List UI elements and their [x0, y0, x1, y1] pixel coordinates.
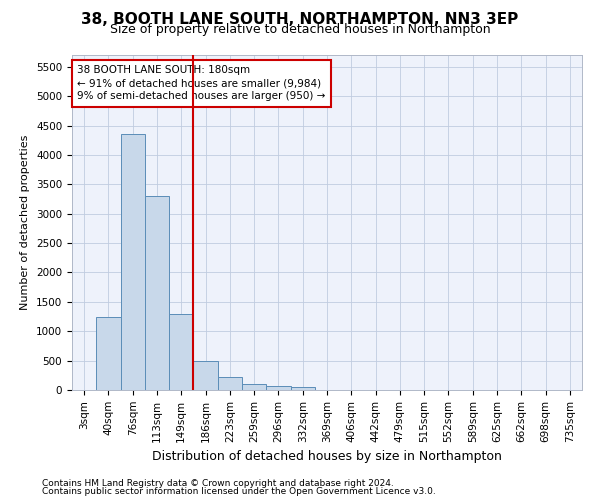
Text: 38, BOOTH LANE SOUTH, NORTHAMPTON, NN3 3EP: 38, BOOTH LANE SOUTH, NORTHAMPTON, NN3 3…: [82, 12, 518, 28]
X-axis label: Distribution of detached houses by size in Northampton: Distribution of detached houses by size …: [152, 450, 502, 463]
Bar: [121, 134, 145, 390]
Bar: [266, 386, 290, 390]
Bar: [145, 196, 169, 390]
Text: Contains public sector information licensed under the Open Government Licence v3: Contains public sector information licen…: [42, 487, 436, 496]
Text: 38 BOOTH LANE SOUTH: 180sqm
← 91% of detached houses are smaller (9,984)
9% of s: 38 BOOTH LANE SOUTH: 180sqm ← 91% of det…: [77, 65, 325, 102]
Bar: [218, 377, 242, 390]
Bar: [169, 314, 193, 390]
Bar: [242, 384, 266, 390]
Bar: [290, 387, 315, 390]
Bar: [96, 316, 121, 390]
Text: Contains HM Land Registry data © Crown copyright and database right 2024.: Contains HM Land Registry data © Crown c…: [42, 479, 394, 488]
Text: Size of property relative to detached houses in Northampton: Size of property relative to detached ho…: [110, 22, 490, 36]
Bar: [193, 360, 218, 390]
Y-axis label: Number of detached properties: Number of detached properties: [20, 135, 31, 310]
